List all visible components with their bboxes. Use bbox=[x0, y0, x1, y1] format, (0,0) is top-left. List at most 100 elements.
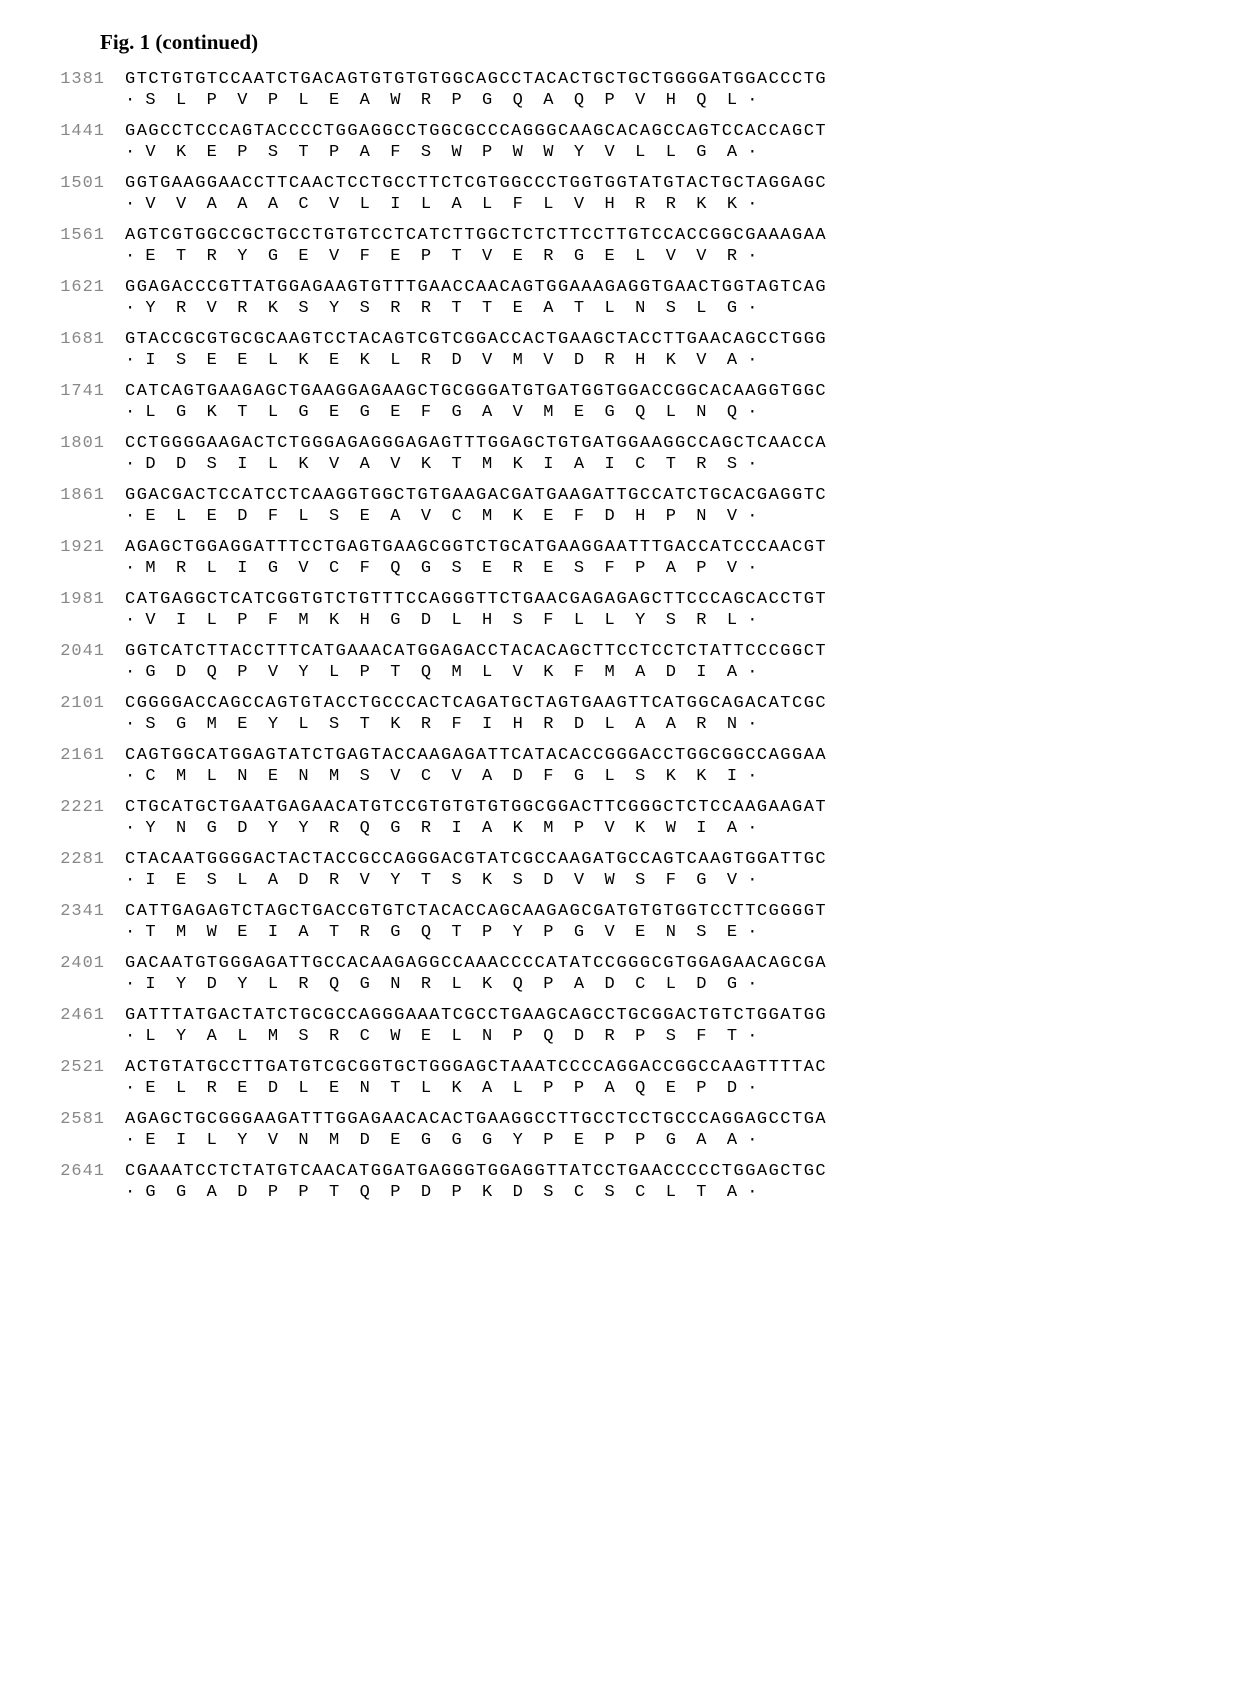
amino-acid-sequence: · I E S L A D R V Y T S K S D V W S F G … bbox=[125, 871, 758, 890]
amino-row: 1801· D D S I L K V A V K T M K I A I C … bbox=[50, 455, 1190, 474]
amino-acid-sequence: · S L P V P L E A W R P G Q A Q P V H Q … bbox=[125, 91, 758, 110]
amino-acid-sequence: · C M L N E N M S V C V A D F G L S K K … bbox=[125, 767, 758, 786]
nucleotide-row: 2461GATTTATGACTATCTGCGCCAGGGAAATCGCCTGAA… bbox=[50, 1006, 1190, 1025]
position-label: 1861 bbox=[50, 486, 125, 505]
nucleotide-row: 1681GTACCGCGTGCGCAAGTCCTACAGTCGTCGGACCAC… bbox=[50, 330, 1190, 349]
nucleotide-sequence: CAGTGGCATGGAGTATCTGAGTACCAAGAGATTCATACAC… bbox=[125, 746, 827, 765]
nucleotide-sequence: CTGCATGCTGAATGAGAACATGTCCGTGTGTGTGGCGGAC… bbox=[125, 798, 827, 817]
position-label: 1621 bbox=[50, 278, 125, 297]
nucleotide-sequence: CCTGGGGAAGACTCTGGGAGAGGGAGAGTTTGGAGCTGTG… bbox=[125, 434, 827, 453]
nucleotide-sequence: GAGCCTCCCAGTACCCCTGGAGGCCTGGCGCCCAGGGCAA… bbox=[125, 122, 827, 141]
nucleotide-row: 1861GGACGACTCCATCCTCAAGGTGGCTGTGAAGACGAT… bbox=[50, 486, 1190, 505]
amino-row: 2461· L Y A L M S R C W E L N P Q D R P … bbox=[50, 1027, 1190, 1046]
amino-acid-sequence: · L G K T L G E G E F G A V M E G Q L N … bbox=[125, 403, 758, 422]
position-label: 2281 bbox=[50, 850, 125, 869]
position-label: 2341 bbox=[50, 902, 125, 921]
nucleotide-sequence: GGACGACTCCATCCTCAAGGTGGCTGTGAAGACGATGAAG… bbox=[125, 486, 827, 505]
amino-row: 1561· E T R Y G E V F E P T V E R G E L … bbox=[50, 247, 1190, 266]
nucleotide-sequence: CTACAATGGGGACTACTACCGCCAGGGACGTATCGCCAAG… bbox=[125, 850, 827, 869]
amino-acid-sequence: · V V A A A C V L I L A L F L V H R R K … bbox=[125, 195, 758, 214]
position-label: 2041 bbox=[50, 642, 125, 661]
amino-row: 2281· I E S L A D R V Y T S K S D V W S … bbox=[50, 871, 1190, 890]
amino-row: 2221· Y N G D Y Y R Q G R I A K M P V K … bbox=[50, 819, 1190, 838]
amino-row: 1501· V V A A A C V L I L A L F L V H R … bbox=[50, 195, 1190, 214]
nucleotide-sequence: GTCTGTGTCCAATCTGACAGTGTGTGTGGCAGCCTACACT… bbox=[125, 70, 827, 89]
amino-row: 1921· M R L I G V C F Q G S E R E S F P … bbox=[50, 559, 1190, 578]
sequence-container: 1381GTCTGTGTCCAATCTGACAGTGTGTGTGGCAGCCTA… bbox=[50, 70, 1190, 1202]
amino-row: 2521· E L R E D L E N T L K A L P P A Q … bbox=[50, 1079, 1190, 1098]
nucleotide-sequence: CATTGAGAGTCTAGCTGACCGTGTCTACACCAGCAAGAGC… bbox=[125, 902, 827, 921]
nucleotide-row: 1381GTCTGTGTCCAATCTGACAGTGTGTGTGGCAGCCTA… bbox=[50, 70, 1190, 89]
nucleotide-row: 2521ACTGTATGCCTTGATGTCGCGGTGCTGGGAGCTAAA… bbox=[50, 1058, 1190, 1077]
amino-acid-sequence: · S G M E Y L S T K R F I H R D L A A R … bbox=[125, 715, 758, 734]
nucleotide-row: 1561AGTCGTGGCCGCTGCCTGTGTCCTCATCTTGGCTCT… bbox=[50, 226, 1190, 245]
nucleotide-row: 2341CATTGAGAGTCTAGCTGACCGTGTCTACACCAGCAA… bbox=[50, 902, 1190, 921]
position-label: 2521 bbox=[50, 1058, 125, 1077]
amino-acid-sequence: · G G A D P P T Q P D P K D S C S C L T … bbox=[125, 1183, 758, 1202]
amino-acid-sequence: · Y N G D Y Y R Q G R I A K M P V K W I … bbox=[125, 819, 758, 838]
amino-acid-sequence: · L Y A L M S R C W E L N P Q D R P S F … bbox=[125, 1027, 758, 1046]
amino-acid-sequence: · E L E D F L S E A V C M K E F D H P N … bbox=[125, 507, 758, 526]
nucleotide-row: 1921AGAGCTGGAGGATTTCCTGAGTGAAGCGGTCTGCAT… bbox=[50, 538, 1190, 557]
position-label: 1441 bbox=[50, 122, 125, 141]
amino-row: 1441· V K E P S T P A F S W P W W Y V L … bbox=[50, 143, 1190, 162]
nucleotide-sequence: AGAGCTGCGGGAAGATTTGGAGAACACACTGAAGGCCTTG… bbox=[125, 1110, 827, 1129]
amino-acid-sequence: · V I L P F M K H G D L H S F L L Y S R … bbox=[125, 611, 758, 630]
nucleotide-sequence: GATTTATGACTATCTGCGCCAGGGAAATCGCCTGAAGCAG… bbox=[125, 1006, 827, 1025]
nucleotide-sequence: GGAGACCCGTTATGGAGAAGTGTTTGAACCAACAGTGGAA… bbox=[125, 278, 827, 297]
nucleotide-sequence: AGAGCTGGAGGATTTCCTGAGTGAAGCGGTCTGCATGAAG… bbox=[125, 538, 827, 557]
amino-acid-sequence: · E L R E D L E N T L K A L P P A Q E P … bbox=[125, 1079, 758, 1098]
nucleotide-row: 2581AGAGCTGCGGGAAGATTTGGAGAACACACTGAAGGC… bbox=[50, 1110, 1190, 1129]
nucleotide-row: 2641CGAAATCCTCTATGTCAACATGGATGAGGGTGGAGG… bbox=[50, 1162, 1190, 1181]
nucleotide-sequence: GGTCATCTTACCTTTCATGAAACATGGAGACCTACACAGC… bbox=[125, 642, 827, 661]
position-label: 2581 bbox=[50, 1110, 125, 1129]
amino-row: 2161· C M L N E N M S V C V A D F G L S … bbox=[50, 767, 1190, 786]
nucleotide-sequence: GACAATGTGGGAGATTGCCACAAGAGGCCAAACCCCATAT… bbox=[125, 954, 827, 973]
nucleotide-sequence: CATCAGTGAAGAGCTGAAGGAGAAGCTGCGGGATGTGATG… bbox=[125, 382, 827, 401]
amino-row: 2581· E I L Y V N M D E G G G Y P E P P … bbox=[50, 1131, 1190, 1150]
position-label: 1681 bbox=[50, 330, 125, 349]
amino-acid-sequence: · E T R Y G E V F E P T V E R G E L V V … bbox=[125, 247, 758, 266]
amino-acid-sequence: · Y R V R K S Y S R R T T E A T L N S L … bbox=[125, 299, 758, 318]
position-label: 1741 bbox=[50, 382, 125, 401]
position-label: 2641 bbox=[50, 1162, 125, 1181]
amino-acid-sequence: · E I L Y V N M D E G G G Y P E P P G A … bbox=[125, 1131, 758, 1150]
nucleotide-sequence: GGTGAAGGAACCTTCAACTCCTGCCTTCTCGTGGCCCTGG… bbox=[125, 174, 827, 193]
nucleotide-row: 2041GGTCATCTTACCTTTCATGAAACATGGAGACCTACA… bbox=[50, 642, 1190, 661]
amino-acid-sequence: · G D Q P V Y L P T Q M L V K F M A D I … bbox=[125, 663, 758, 682]
amino-row: 1981· V I L P F M K H G D L H S F L L Y … bbox=[50, 611, 1190, 630]
position-label: 1981 bbox=[50, 590, 125, 609]
amino-row: 2041· G D Q P V Y L P T Q M L V K F M A … bbox=[50, 663, 1190, 682]
nucleotide-sequence: ACTGTATGCCTTGATGTCGCGGTGCTGGGAGCTAAATCCC… bbox=[125, 1058, 827, 1077]
nucleotide-row: 2281CTACAATGGGGACTACTACCGCCAGGGACGTATCGC… bbox=[50, 850, 1190, 869]
nucleotide-row: 1741CATCAGTGAAGAGCTGAAGGAGAAGCTGCGGGATGT… bbox=[50, 382, 1190, 401]
nucleotide-row: 2221CTGCATGCTGAATGAGAACATGTCCGTGTGTGTGGC… bbox=[50, 798, 1190, 817]
nucleotide-row: 2161CAGTGGCATGGAGTATCTGAGTACCAAGAGATTCAT… bbox=[50, 746, 1190, 765]
position-label: 1501 bbox=[50, 174, 125, 193]
nucleotide-row: 1621GGAGACCCGTTATGGAGAAGTGTTTGAACCAACAGT… bbox=[50, 278, 1190, 297]
nucleotide-sequence: CGGGGACCAGCCAGTGTACCTGCCCACTCAGATGCTAGTG… bbox=[125, 694, 827, 713]
amino-acid-sequence: · M R L I G V C F Q G S E R E S F P A P … bbox=[125, 559, 758, 578]
position-label: 1561 bbox=[50, 226, 125, 245]
amino-acid-sequence: · I S E E L K E K L R D V M V D R H K V … bbox=[125, 351, 758, 370]
position-label: 2401 bbox=[50, 954, 125, 973]
amino-acid-sequence: · V K E P S T P A F S W P W W Y V L L G … bbox=[125, 143, 758, 162]
nucleotide-row: 2401GACAATGTGGGAGATTGCCACAAGAGGCCAAACCCC… bbox=[50, 954, 1190, 973]
amino-row: 2341· T M W E I A T R G Q T P Y P G V E … bbox=[50, 923, 1190, 942]
nucleotide-sequence: GTACCGCGTGCGCAAGTCCTACAGTCGTCGGACCACTGAA… bbox=[125, 330, 827, 349]
position-label: 1381 bbox=[50, 70, 125, 89]
nucleotide-row: 1801CCTGGGGAAGACTCTGGGAGAGGGAGAGTTTGGAGC… bbox=[50, 434, 1190, 453]
nucleotide-sequence: CGAAATCCTCTATGTCAACATGGATGAGGGTGGAGGTTAT… bbox=[125, 1162, 827, 1181]
position-label: 2101 bbox=[50, 694, 125, 713]
amino-row: 1741· L G K T L G E G E F G A V M E G Q … bbox=[50, 403, 1190, 422]
nucleotide-sequence: AGTCGTGGCCGCTGCCTGTGTCCTCATCTTGGCTCTCTTC… bbox=[125, 226, 827, 245]
figure-title: Fig. 1 (continued) bbox=[100, 30, 1190, 55]
amino-acid-sequence: · T M W E I A T R G Q T P Y P G V E N S … bbox=[125, 923, 758, 942]
nucleotide-row: 2101CGGGGACCAGCCAGTGTACCTGCCCACTCAGATGCT… bbox=[50, 694, 1190, 713]
amino-row: 1681· I S E E L K E K L R D V M V D R H … bbox=[50, 351, 1190, 370]
amino-row: 2401· I Y D Y L R Q G N R L K Q P A D C … bbox=[50, 975, 1190, 994]
amino-acid-sequence: · I Y D Y L R Q G N R L K Q P A D C L D … bbox=[125, 975, 758, 994]
amino-acid-sequence: · D D S I L K V A V K T M K I A I C T R … bbox=[125, 455, 758, 474]
position-label: 2461 bbox=[50, 1006, 125, 1025]
amino-row: 2641· G G A D P P T Q P D P K D S C S C … bbox=[50, 1183, 1190, 1202]
